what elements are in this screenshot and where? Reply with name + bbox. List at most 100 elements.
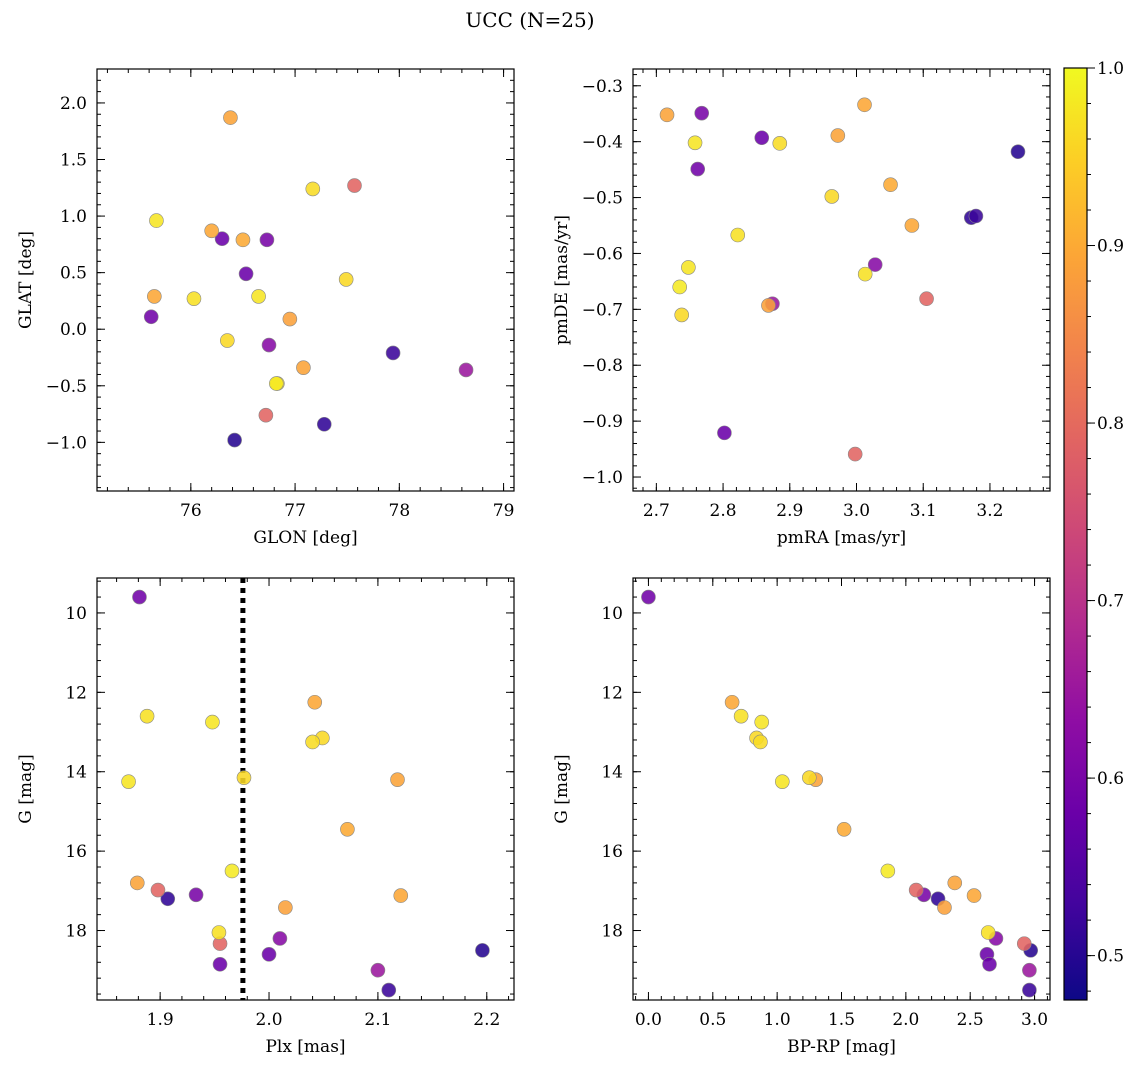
colorbar-tick-label: 1.0 bbox=[1097, 59, 1124, 79]
figure-title: UCC (N=25) bbox=[465, 8, 594, 32]
x-tick-label: 3.1 bbox=[910, 501, 937, 521]
data-point bbox=[338, 272, 354, 287]
y-tick-label: 0.5 bbox=[60, 264, 87, 284]
data-point bbox=[674, 307, 690, 323]
data-point bbox=[730, 227, 746, 243]
data-point bbox=[687, 135, 703, 151]
x-tick-label: 78 bbox=[389, 501, 411, 521]
x-tick-label: 76 bbox=[180, 501, 202, 521]
data-point bbox=[690, 161, 706, 177]
y-tick-label: 16 bbox=[65, 842, 87, 862]
data-point bbox=[150, 882, 166, 898]
data-point bbox=[824, 189, 840, 204]
x-axis-label: GLON [deg] bbox=[253, 528, 357, 548]
data-point bbox=[980, 925, 996, 940]
axes-frame bbox=[96, 577, 515, 1001]
data-point bbox=[272, 931, 288, 946]
data-point bbox=[305, 181, 321, 197]
data-point bbox=[205, 714, 220, 730]
data-point bbox=[121, 774, 136, 789]
data-point bbox=[908, 882, 924, 898]
y-tick-label: −0.5 bbox=[582, 189, 623, 209]
data-point bbox=[802, 770, 817, 785]
x-tick-label: 3.2 bbox=[976, 501, 1003, 521]
x-tick-label: 2.0 bbox=[256, 1010, 283, 1030]
data-point bbox=[261, 337, 277, 353]
data-point bbox=[830, 128, 846, 143]
y-tick-label: 14 bbox=[65, 763, 87, 783]
data-point bbox=[672, 279, 688, 295]
x-tick-label: 3.0 bbox=[843, 501, 870, 521]
data-point bbox=[867, 257, 883, 272]
x-tick-label: 2.5 bbox=[957, 1010, 984, 1030]
x-tick-label: 3.0 bbox=[1021, 1010, 1048, 1030]
data-point bbox=[880, 863, 896, 879]
data-point bbox=[733, 708, 749, 724]
x-axis-label: Plx [mas] bbox=[265, 1037, 345, 1057]
panels: 76 77 78 79 −1.0 −0.5 0.0 0.5 1.0 1.5 2.0 GLON [deg… bbox=[16, 68, 1051, 1057]
data-point bbox=[340, 821, 355, 837]
data-point bbox=[132, 589, 147, 605]
x-axis-label: pmRA [mas/yr] bbox=[777, 528, 906, 548]
data-point bbox=[235, 232, 251, 248]
data-point bbox=[1022, 962, 1037, 978]
data-points bbox=[121, 589, 490, 998]
data-point bbox=[772, 136, 788, 151]
data-point bbox=[724, 694, 740, 710]
data-point bbox=[641, 589, 656, 605]
y-tick-label: −0.4 bbox=[582, 133, 623, 153]
tick-marks bbox=[633, 578, 1050, 1000]
colorbar-gradient bbox=[1063, 67, 1088, 1001]
data-points bbox=[641, 589, 1038, 998]
data-point bbox=[761, 298, 776, 313]
y-axis-label: GLAT [deg] bbox=[16, 231, 36, 329]
y-tick-label: −0.5 bbox=[46, 377, 87, 397]
data-point bbox=[129, 875, 145, 891]
x-tick-label: 1.5 bbox=[828, 1010, 855, 1030]
data-point bbox=[393, 888, 409, 903]
data-point bbox=[261, 947, 277, 962]
data-point bbox=[966, 888, 982, 903]
data-point bbox=[149, 213, 164, 228]
data-point bbox=[390, 772, 405, 787]
y-tick-label: 12 bbox=[65, 683, 87, 703]
data-point bbox=[1010, 144, 1026, 160]
tick-marks bbox=[97, 578, 514, 1000]
y-tick-label: 18 bbox=[601, 922, 623, 942]
data-point bbox=[269, 376, 284, 391]
data-point bbox=[1022, 982, 1037, 998]
x-tick-label: 2.0 bbox=[892, 1010, 919, 1030]
x-tick-label: 2.7 bbox=[643, 501, 670, 521]
y-tick-label: −0.6 bbox=[582, 244, 623, 264]
colorbar-tick-label: 0.6 bbox=[1097, 769, 1124, 789]
x-tick-label: 2.8 bbox=[710, 501, 737, 521]
data-point bbox=[754, 130, 770, 146]
y-tick-label: −1.0 bbox=[46, 433, 87, 453]
data-point bbox=[278, 900, 293, 915]
y-tick-label: 1.5 bbox=[60, 151, 87, 171]
y-tick-label: 18 bbox=[65, 922, 87, 942]
y-tick-label: −0.8 bbox=[582, 356, 623, 376]
data-point bbox=[1016, 936, 1032, 951]
y-tick-label: 14 bbox=[601, 763, 623, 783]
data-point bbox=[694, 105, 710, 121]
x-axis-label: BP-RP [mag] bbox=[787, 1037, 896, 1057]
data-point bbox=[188, 887, 204, 903]
data-point bbox=[385, 345, 401, 361]
data-point bbox=[296, 360, 311, 375]
data-point bbox=[659, 107, 675, 123]
y-tick-label: 10 bbox=[601, 604, 623, 624]
data-point bbox=[381, 982, 397, 998]
colorbar: 0.5 0.6 0.7 0.8 0.9 1.0 bbox=[1063, 59, 1124, 1001]
colorbar-tick-label: 0.8 bbox=[1097, 414, 1124, 434]
data-point bbox=[212, 956, 228, 972]
data-point bbox=[143, 309, 159, 325]
data-point bbox=[347, 178, 362, 193]
data-point bbox=[251, 289, 266, 304]
colorbar-tick-label: 0.9 bbox=[1097, 237, 1124, 257]
data-point bbox=[754, 714, 770, 730]
data-point bbox=[220, 333, 235, 348]
panel-bprp-g: 0.0 0.5 1.0 1.5 2.0 2.5 3.0 10 12 14 16 18 BP-RP [ma… bbox=[552, 577, 1051, 1057]
x-tick-label: 2.9 bbox=[776, 501, 803, 521]
